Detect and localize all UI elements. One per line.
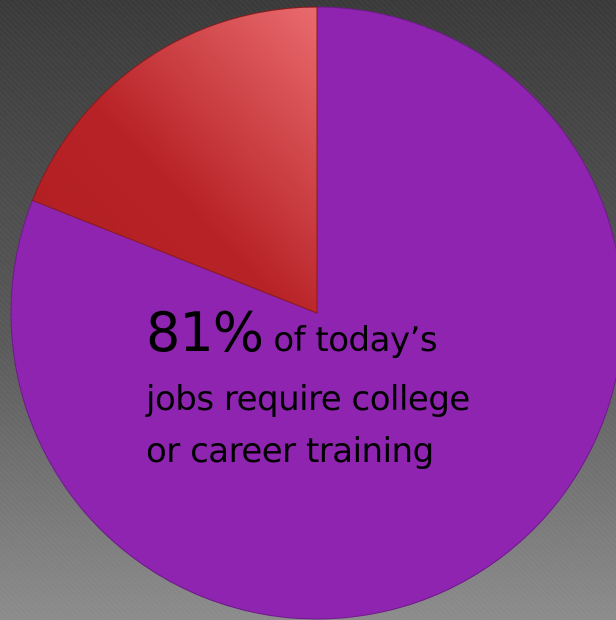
annotation-line-3: or career training [146, 431, 434, 471]
pie-slice-19-percent [31, 6, 318, 314]
pie-slice-81-percent [10, 6, 616, 620]
annotation-line-1-text: of today’s [273, 320, 438, 360]
annotation-line-2: jobs require college [146, 379, 470, 419]
percent-value: 81% [146, 301, 264, 364]
annotation-line-1: 81% of today’s [146, 300, 546, 373]
chart-annotation: 81% of today’s jobs require college or c… [146, 300, 546, 477]
